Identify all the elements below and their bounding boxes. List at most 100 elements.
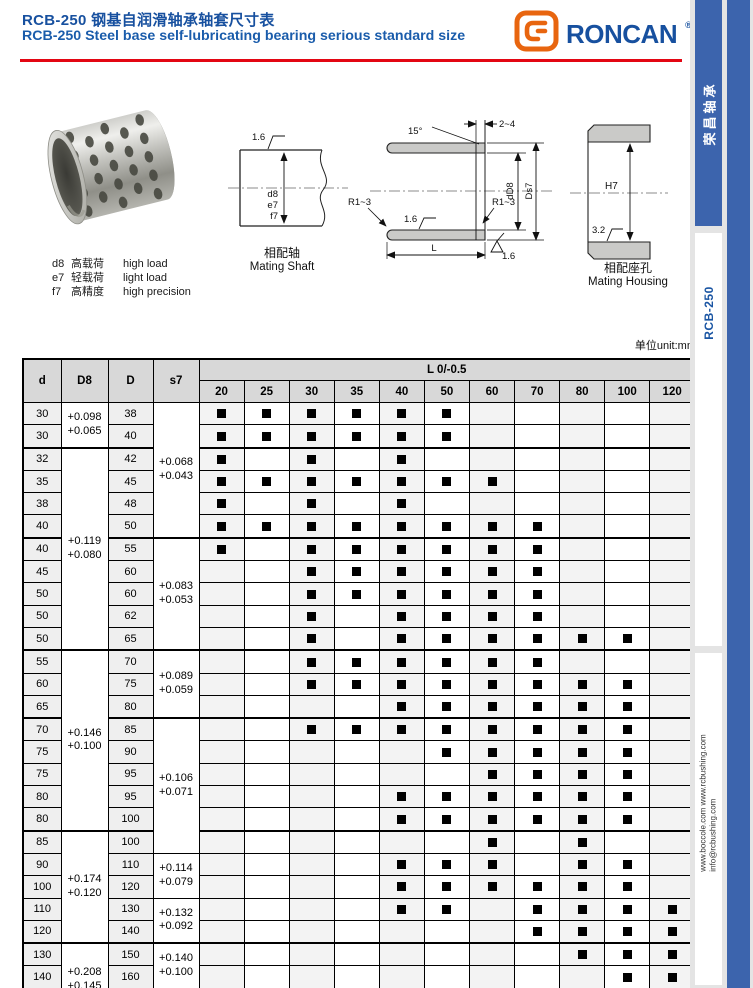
cell-size — [559, 830, 606, 854]
cell-size — [198, 626, 245, 652]
cell-size — [604, 626, 651, 652]
housing-roughness-value: 3.2 — [592, 225, 605, 236]
cell-size — [243, 852, 290, 877]
cell-size — [198, 852, 245, 877]
size-available-mark — [622, 972, 632, 982]
cell-size — [378, 717, 425, 742]
cell-size — [514, 604, 561, 628]
size-available-mark — [667, 927, 677, 937]
cell-size — [468, 626, 516, 652]
cell-d: 100 — [22, 875, 62, 899]
cell-d: 50 — [22, 582, 62, 606]
cell-size — [649, 649, 696, 674]
size-available-mark — [487, 679, 497, 689]
table-row: 75 90 — [22, 740, 696, 764]
size-available-mark — [352, 521, 362, 531]
cell-size — [423, 626, 470, 652]
cell-size — [423, 830, 470, 854]
cell-size — [243, 560, 290, 584]
cell-size — [378, 807, 425, 832]
size-available-mark — [352, 679, 362, 689]
cell-d: 65 — [22, 694, 62, 720]
cell-size — [604, 424, 651, 449]
cell-size — [243, 424, 290, 449]
size-available-mark — [397, 725, 407, 735]
cell-size — [423, 604, 470, 628]
cell-size — [333, 897, 380, 921]
cell-size — [468, 740, 516, 764]
cell-size — [378, 649, 425, 674]
roncan-logo-icon — [514, 10, 559, 57]
cell-size — [514, 807, 561, 832]
cell-size — [559, 852, 606, 877]
cell-size — [604, 582, 651, 606]
sidebar-tab-product[interactable]: RCB-250 — [695, 233, 722, 646]
cell-size — [468, 875, 516, 899]
cell-d: 38 — [22, 492, 62, 516]
size-available-mark — [262, 431, 272, 441]
cell-size — [423, 897, 470, 921]
cell-D: 62 — [107, 604, 154, 628]
size-available-mark — [352, 657, 362, 667]
cell-d: 55 — [22, 649, 62, 674]
size-available-mark — [532, 521, 542, 531]
cell-size — [333, 560, 380, 584]
cell-size — [649, 401, 696, 426]
table-row: 40 50 — [22, 514, 696, 539]
cell-d: 75 — [22, 740, 62, 764]
cell-size — [468, 492, 516, 516]
cell-size — [333, 582, 380, 606]
cell-size — [333, 537, 380, 562]
cell-size — [559, 919, 606, 945]
sidebar-websites: www.boccole.com www.rcbushing.com — [698, 734, 708, 872]
size-available-mark — [262, 521, 272, 531]
size-available-mark — [442, 611, 452, 621]
registered-trademark: ® — [685, 19, 692, 30]
cell-d: 85 — [22, 830, 62, 854]
cell-D: 150 — [107, 942, 154, 967]
size-available-mark — [262, 409, 272, 419]
size-available-mark — [532, 679, 542, 689]
cell-D: 48 — [107, 492, 154, 516]
size-available-mark — [442, 792, 452, 802]
size-available-mark — [622, 702, 632, 712]
cell-size — [649, 830, 696, 854]
cell-d: 60 — [22, 672, 62, 696]
cell-size — [333, 919, 380, 945]
cell-size — [378, 401, 425, 426]
cell-size — [288, 830, 335, 854]
table-row: 85 +0.174 +0.120 100 — [22, 830, 696, 945]
cell-size — [288, 604, 335, 628]
size-available-mark — [217, 431, 227, 441]
cell-size — [378, 740, 425, 764]
size-available-mark — [622, 882, 632, 892]
sidebar-tab-company[interactable]: 荣昌轴承 — [695, 0, 722, 226]
cell-size — [604, 447, 651, 471]
cell-size — [559, 694, 606, 720]
bushing-chamfer-angle: 15° — [408, 126, 423, 137]
cell-size — [514, 514, 561, 539]
size-available-mark — [532, 769, 542, 779]
size-available-mark — [217, 521, 227, 531]
cell-size — [514, 875, 561, 899]
cell-size — [243, 740, 290, 764]
size-available-mark — [622, 747, 632, 757]
cell-size — [649, 672, 696, 696]
cell-size — [559, 604, 606, 628]
size-available-mark — [397, 611, 407, 621]
legend-item: d8 高载荷 high load — [52, 258, 168, 270]
table-row: 90 110 +0.114 +0.079 — [22, 852, 696, 899]
cell-size — [468, 694, 516, 720]
cell-size — [514, 626, 561, 652]
cell-size — [468, 672, 516, 696]
size-available-mark — [442, 634, 452, 644]
cell-size — [288, 649, 335, 674]
size-available-mark — [487, 792, 497, 802]
cell-size — [198, 469, 245, 494]
cell-size — [649, 424, 696, 449]
cell-size — [288, 942, 335, 967]
cell-d8-tolerance: +0.119 +0.080 — [60, 447, 109, 652]
cell-size — [198, 740, 245, 764]
cell-size — [288, 514, 335, 539]
size-available-mark — [622, 634, 632, 644]
